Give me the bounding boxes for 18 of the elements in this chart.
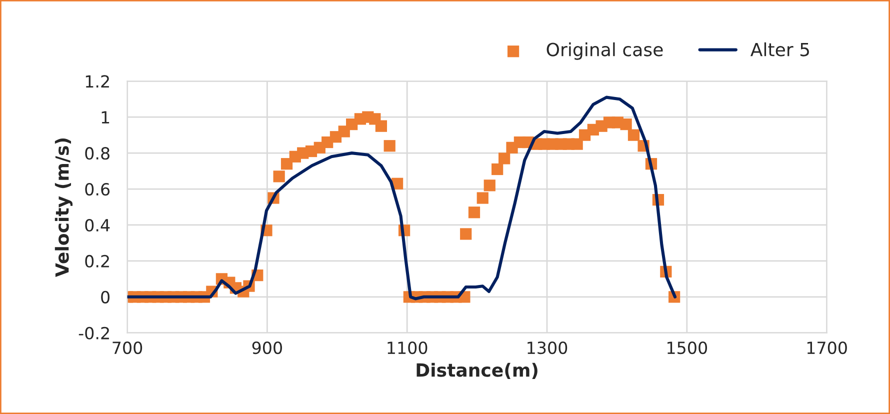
x-tick-label: 1500 [668, 341, 708, 354]
legend-label: Alter 5 [750, 42, 809, 56]
y-tick-label: 0.2 [85, 254, 109, 268]
x-tick-label: 1100 [388, 341, 428, 354]
y-tick-label: 0 [101, 290, 110, 304]
y-tick-label: 0.8 [85, 147, 110, 160]
x-tick-label: 1300 [528, 341, 568, 354]
y-tick-label: -0.2 [78, 326, 109, 340]
x-tick-label: 900 [252, 341, 282, 354]
y-tick-label: 1 [102, 111, 110, 124]
y-tick-label: 0.4 [85, 218, 110, 232]
y-axis-title: Velocity (m/s) [54, 138, 73, 277]
legend-label: Original case [546, 42, 663, 60]
y-tick-label: 0.6 [85, 182, 110, 196]
x-axis-title: Distance(m) [416, 362, 538, 379]
x-tick-label: 700 [112, 341, 142, 354]
y-tick-label: 1.2 [86, 75, 109, 88]
x-tick-label: 1700 [807, 341, 847, 354]
